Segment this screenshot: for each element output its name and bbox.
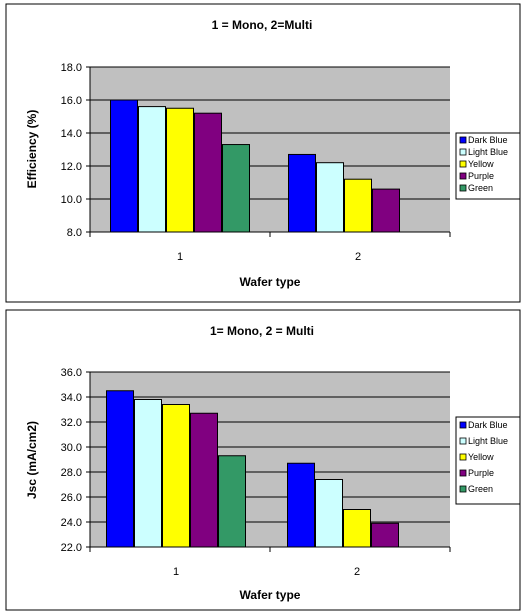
bar <box>162 404 190 548</box>
legend-label: Yellow <box>468 159 494 169</box>
y-tick-label: 30.0 <box>61 442 82 454</box>
bar <box>315 479 343 548</box>
legend-swatch <box>459 437 467 445</box>
y-tick-label: 32.0 <box>61 417 82 429</box>
y-tick-label: 10.0 <box>61 194 82 206</box>
y-tick-label: 34.0 <box>61 392 82 404</box>
bar <box>288 153 316 233</box>
chart-title: 1= Mono, 2 = Multi <box>210 324 314 338</box>
bar <box>194 112 222 233</box>
x-tick-label: 2 <box>354 566 360 578</box>
y-tick-label: 28.0 <box>61 467 82 479</box>
legend-swatch <box>459 172 467 180</box>
legend-label: Dark Blue <box>468 135 508 145</box>
bars <box>110 99 400 233</box>
x-axis-label: Wafer type <box>240 275 301 289</box>
x-tick-label: 2 <box>355 251 361 263</box>
x-tick-label: 1 <box>173 566 179 578</box>
y-tick-label: 8.0 <box>67 227 82 239</box>
legend-swatch <box>459 148 467 156</box>
legend-swatch <box>459 485 467 493</box>
legend-label: Light Blue <box>468 436 508 446</box>
bar <box>371 522 399 548</box>
y-tick-label: 18.0 <box>61 62 82 74</box>
legend-swatch <box>459 453 467 461</box>
y-tick-label: 36.0 <box>61 367 82 379</box>
legend-swatch <box>459 469 467 477</box>
y-tick-labels: 8.0 10.0 12.0 14.0 16.0 18.0 <box>61 62 90 239</box>
bar <box>218 455 246 548</box>
legend: Dark Blue Light Blue Yellow Purple Green <box>455 416 521 505</box>
legend-box <box>455 132 521 200</box>
y-tick-label: 24.0 <box>61 517 82 529</box>
legend-label: Light Blue <box>468 147 508 157</box>
legend-label: Purple <box>468 171 494 181</box>
x-tick-label: 1 <box>177 251 183 263</box>
legend-swatch <box>459 160 467 168</box>
legend-label: Purple <box>468 468 494 478</box>
legend-label: Green <box>468 183 493 193</box>
legend-swatch <box>459 421 467 429</box>
y-tick-label: 22.0 <box>61 542 82 554</box>
y-axis-label: Jsc (mA/cm2) <box>25 421 39 499</box>
y-tick-label: 14.0 <box>61 128 82 140</box>
legend-swatch <box>459 136 467 144</box>
bar <box>344 178 372 233</box>
efficiency-chart: 1 = Mono, 2=Multi 8.010.012.014.016.018.… <box>5 3 521 303</box>
bar <box>316 162 344 233</box>
y-axis-label: Efficiency (%) <box>25 110 39 189</box>
bar <box>222 144 250 233</box>
legend-swatch <box>459 184 467 192</box>
bar <box>287 462 315 548</box>
legend-label: Yellow <box>468 452 494 462</box>
legend-label: Dark Blue <box>468 420 508 430</box>
legend: Dark Blue Light Blue Yellow Purple Green <box>455 132 521 200</box>
jsc-chart: 1= Mono, 2 = Multi 22.0 24.0 26.0 28.0 30.0 3… <box>5 309 521 611</box>
bar <box>110 99 138 233</box>
bar <box>166 107 194 233</box>
y-tick-label: 16.0 <box>61 95 82 107</box>
y-tick-label: 26.0 <box>61 492 82 504</box>
bar <box>343 509 371 548</box>
bar <box>138 106 166 233</box>
bar <box>190 412 218 548</box>
bar <box>372 188 400 233</box>
y-tick-labels: 22.0 24.0 26.0 28.0 30.0 32.0 34.0 36.0 <box>61 367 90 554</box>
x-axis-label: Wafer type <box>240 588 301 602</box>
bars <box>106 390 399 548</box>
bar <box>134 399 162 548</box>
legend-box <box>455 416 521 505</box>
bar <box>106 390 134 548</box>
y-tick-label: 12.0 <box>61 161 82 173</box>
legend-label: Green <box>468 484 493 494</box>
chart-title: 1 = Mono, 2=Multi <box>212 18 313 32</box>
